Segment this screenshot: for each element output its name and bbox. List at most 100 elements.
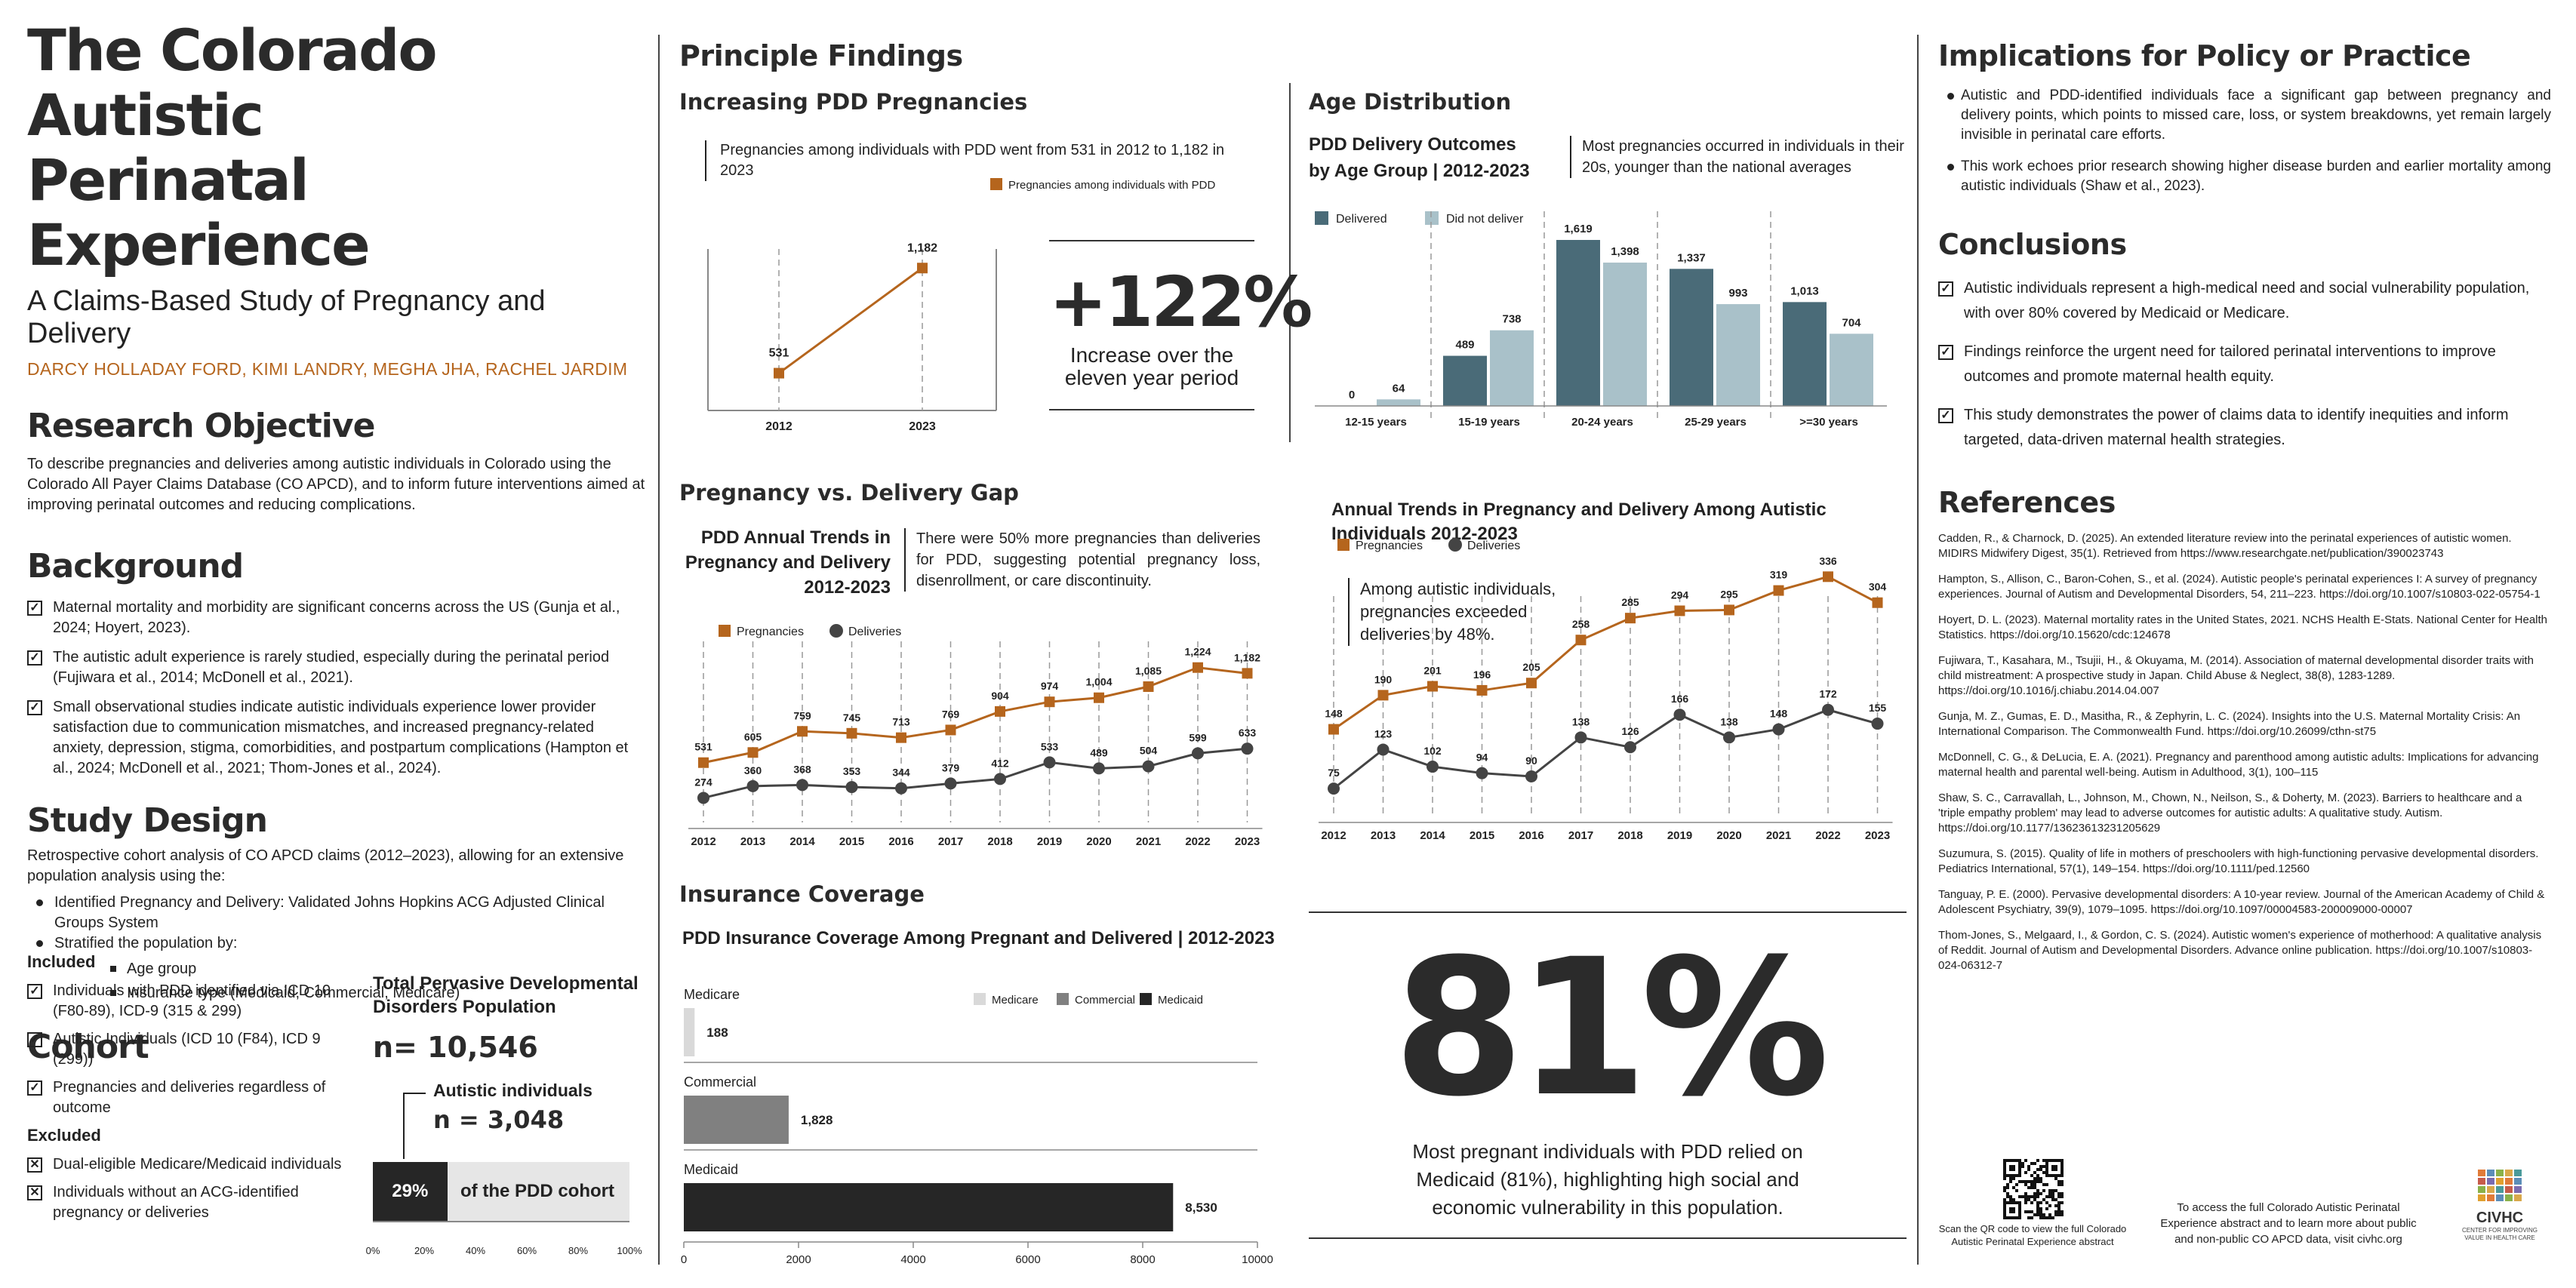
reference-item: Hampton, S., Allison, C., Baron-Cohen, S… bbox=[1938, 573, 2541, 601]
data-point bbox=[895, 782, 907, 795]
excluded-label: Excluded bbox=[27, 1126, 101, 1145]
data-point bbox=[1426, 761, 1439, 773]
data-label: 196 bbox=[1473, 669, 1491, 681]
column-divider bbox=[1917, 35, 1919, 1265]
bar bbox=[684, 1008, 695, 1056]
x-tick-label: 2014 bbox=[789, 835, 815, 845]
checkbox-x-icon: ✕ bbox=[27, 1157, 42, 1173]
data-label: 738 bbox=[1502, 313, 1521, 326]
data-point bbox=[1241, 742, 1254, 755]
x-tick-label: 25-29 years bbox=[1685, 416, 1747, 429]
data-label: 123 bbox=[1374, 727, 1393, 739]
conclusions-item: ✓ Autistic individuals represent a high-m… bbox=[1938, 276, 2551, 326]
data-label: 599 bbox=[1189, 731, 1207, 743]
cohort-axis-tick: 40% bbox=[465, 1245, 486, 1256]
data-label: 759 bbox=[793, 709, 811, 721]
cohort-axis-tick: 100% bbox=[617, 1245, 642, 1256]
data-label: 489 bbox=[1455, 339, 1474, 352]
x-tick-label: 2012 bbox=[1321, 829, 1346, 842]
callout-rule bbox=[1309, 1237, 1907, 1239]
conclusions-list: ✓ Autistic individuals represent a high-m… bbox=[1938, 276, 2551, 453]
autistic-summary: Autistic individuals n = 3,048 bbox=[433, 1081, 592, 1134]
series-line bbox=[1333, 575, 1879, 730]
panel-divider bbox=[1289, 83, 1291, 442]
bar bbox=[1670, 269, 1713, 406]
reference-item: Gunja, M. Z., Gumas, E. D., Masitha, R.,… bbox=[1938, 710, 2521, 738]
data-label: 190 bbox=[1374, 673, 1393, 685]
medicaid-pct: 81% bbox=[1393, 918, 1830, 1138]
data-label: 1,619 bbox=[1564, 223, 1593, 235]
data-point bbox=[746, 779, 759, 792]
category-label: Commercial bbox=[684, 1074, 756, 1090]
legend-swatch bbox=[829, 624, 843, 638]
data-point bbox=[774, 367, 784, 379]
reference-item: Cadden, R., & Charnock, D. (2025). An ex… bbox=[1938, 532, 2512, 560]
checkbox-checked-icon: ✓ bbox=[1938, 281, 1953, 297]
design-heading: Study Design bbox=[27, 801, 268, 840]
data-point bbox=[796, 779, 808, 792]
data-point bbox=[1625, 613, 1636, 624]
x-tick-label: 2016 bbox=[888, 835, 913, 845]
bar bbox=[1783, 302, 1827, 406]
x-tick-label: 2014 bbox=[1420, 829, 1445, 842]
data-label: 201 bbox=[1423, 665, 1442, 677]
data-label: 1,182 bbox=[1234, 651, 1260, 663]
data-point bbox=[1772, 723, 1785, 736]
reference-item: Shaw, S. C., Carravallah, L., Johnson, M… bbox=[1938, 792, 2522, 835]
data-label: 1,182 bbox=[907, 241, 937, 254]
data-label: 489 bbox=[1090, 746, 1108, 758]
data-label: 704 bbox=[1842, 316, 1861, 329]
implications-item: Autistic and PDD-identified individuals … bbox=[1938, 86, 2551, 145]
data-point bbox=[1427, 681, 1438, 692]
increase-caption: Increase over the eleven year period bbox=[1064, 343, 1239, 389]
data-label: 172 bbox=[1819, 688, 1837, 700]
civhc-logo: CIVHC CENTER FOR IMPROVING VALUE IN HEAL… bbox=[2462, 1167, 2538, 1242]
checkbox-checked-icon: ✓ bbox=[1938, 408, 1953, 423]
logo-name: CIVHC bbox=[2476, 1210, 2524, 1226]
title-line-2: Perinatal Experience bbox=[27, 146, 371, 278]
data-point bbox=[1044, 696, 1055, 708]
x-tick-label: 2020 bbox=[1086, 835, 1111, 845]
data-point bbox=[1773, 585, 1784, 596]
data-label: 531 bbox=[694, 741, 712, 753]
increasing-text: Pregnancies among individuals with PDD w… bbox=[720, 142, 1225, 179]
data-label: 412 bbox=[991, 757, 1009, 769]
qr-code-icon[interactable] bbox=[2003, 1159, 2064, 1219]
data-point bbox=[1043, 756, 1056, 769]
checkbox-x-icon: ✕ bbox=[27, 1185, 42, 1200]
data-label: 294 bbox=[1671, 589, 1689, 601]
data-point bbox=[1724, 604, 1734, 616]
gap-chart-title: PDD Annual Trends in Pregnancy and Deliv… bbox=[685, 527, 891, 598]
cohort-bar-fill: 29% bbox=[373, 1162, 448, 1221]
data-label: 126 bbox=[1621, 725, 1639, 737]
data-point bbox=[1093, 762, 1105, 775]
right-column: Implications for Policy or Practice Auti… bbox=[1938, 39, 2551, 984]
insurance-chart-title: PDD Insurance Coverage Among Pregnant an… bbox=[682, 928, 1275, 948]
x-tick-label: 8000 bbox=[1130, 1253, 1155, 1266]
x-tick-label: 2015 bbox=[839, 835, 864, 845]
data-label: 1,013 bbox=[1790, 284, 1819, 297]
series-line bbox=[703, 666, 1248, 764]
data-label: 368 bbox=[793, 763, 811, 775]
references-heading: References bbox=[1938, 486, 2116, 519]
data-point bbox=[945, 724, 956, 736]
conclusions-item: ✓ This study demonstrates the power of cl… bbox=[1938, 403, 2551, 453]
x-tick-label: 2000 bbox=[786, 1253, 811, 1266]
checkbox-checked-icon: ✓ bbox=[1938, 345, 1953, 360]
x-tick-label: 15-19 years bbox=[1458, 416, 1520, 429]
data-label: 64 bbox=[1393, 382, 1405, 395]
findings-heading: Principle Findings bbox=[679, 39, 963, 72]
increasing-chart: Pregnancies among individuals with PDD 53… bbox=[707, 178, 1215, 433]
reference-item: McDonnell, C. G., & DeLucia, E. A. (2021… bbox=[1938, 751, 2539, 779]
checkbox-checked-icon: ✓ bbox=[27, 601, 42, 616]
design-subbullet: Age group bbox=[27, 957, 646, 981]
legend-swatch bbox=[1448, 538, 1462, 552]
data-point bbox=[1143, 681, 1154, 692]
reference-item: Thom-Jones, S., Melgaard, I., & Gordon, … bbox=[1938, 929, 2542, 972]
autistic-n: n = 3,048 bbox=[433, 1105, 565, 1134]
objective-heading: Research Objective bbox=[27, 407, 375, 445]
x-tick-label: 2023 bbox=[1865, 829, 1890, 842]
included-item: ✓ Autistic Individuals (ICD 10 (F84), ICD… bbox=[27, 1029, 344, 1070]
legend-swatch bbox=[1140, 993, 1152, 1005]
series-line bbox=[1333, 709, 1878, 790]
